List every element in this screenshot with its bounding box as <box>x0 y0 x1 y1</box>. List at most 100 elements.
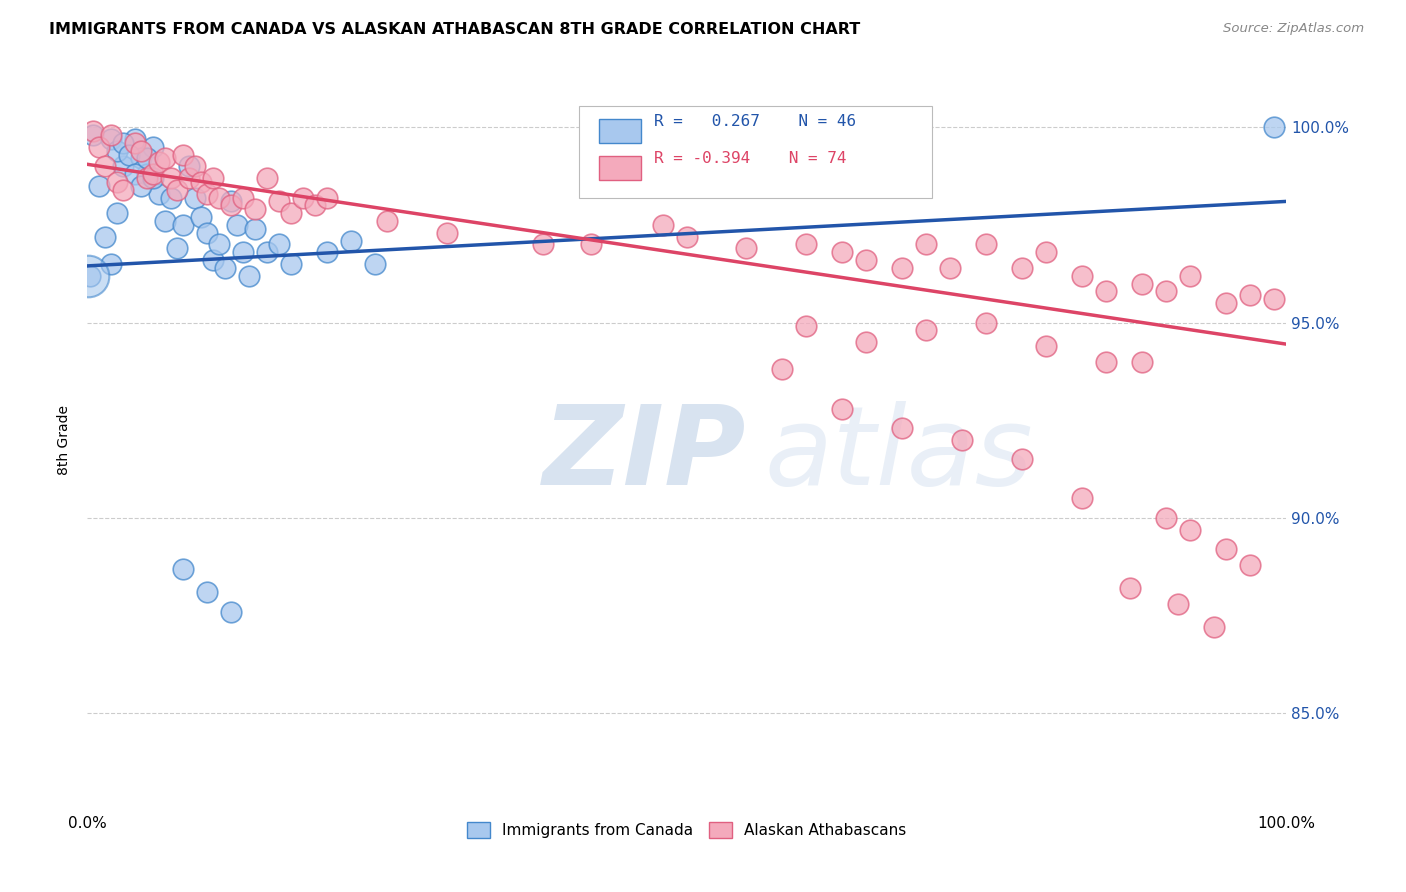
Point <box>364 257 387 271</box>
Point <box>94 229 117 244</box>
Point <box>118 147 141 161</box>
Point <box>129 152 152 166</box>
Point <box>208 237 231 252</box>
Point <box>184 159 207 173</box>
Point <box>1119 582 1142 596</box>
Point <box>280 206 302 220</box>
Point <box>105 175 128 189</box>
Point <box>112 136 135 150</box>
Point <box>891 260 914 275</box>
Point <box>256 245 278 260</box>
Point <box>1263 292 1285 306</box>
Point <box>129 144 152 158</box>
Point <box>124 132 146 146</box>
Point <box>579 237 602 252</box>
Point <box>267 194 290 209</box>
Y-axis label: 8th Grade: 8th Grade <box>58 405 72 475</box>
Point <box>195 226 218 240</box>
Point <box>172 218 194 232</box>
Point <box>1202 620 1225 634</box>
Point <box>195 585 218 599</box>
Point <box>796 237 818 252</box>
Point <box>142 167 165 181</box>
Point <box>195 186 218 201</box>
Point <box>291 190 314 204</box>
Point <box>129 178 152 193</box>
Point <box>136 167 159 181</box>
Point <box>796 319 818 334</box>
Point <box>375 214 398 228</box>
Point <box>1215 542 1237 557</box>
Point <box>267 237 290 252</box>
Point <box>82 128 104 142</box>
Point <box>190 210 212 224</box>
Point <box>950 433 973 447</box>
Text: R = -0.394    N = 74: R = -0.394 N = 74 <box>654 151 846 166</box>
Point <box>82 124 104 138</box>
Point <box>190 175 212 189</box>
Point <box>316 190 339 204</box>
Point <box>148 155 170 169</box>
Text: ZIP: ZIP <box>543 401 747 508</box>
Point <box>675 229 697 244</box>
Point <box>136 152 159 166</box>
Point <box>208 190 231 204</box>
Point <box>105 206 128 220</box>
Point <box>202 171 225 186</box>
Point <box>531 237 554 252</box>
Point <box>280 257 302 271</box>
Point <box>219 198 242 212</box>
Point <box>172 562 194 576</box>
Point <box>166 183 188 197</box>
Point <box>831 401 853 416</box>
Point <box>1178 523 1201 537</box>
Point <box>974 316 997 330</box>
Point <box>1178 268 1201 283</box>
Point <box>1035 339 1057 353</box>
Point <box>100 128 122 142</box>
Point <box>772 362 794 376</box>
Point <box>142 139 165 153</box>
Point <box>77 268 100 283</box>
Point <box>177 171 200 186</box>
Bar <box>599 156 641 180</box>
Point <box>1167 597 1189 611</box>
Point <box>855 253 877 268</box>
Point <box>160 171 183 186</box>
Point <box>243 221 266 235</box>
Point <box>226 218 249 232</box>
Point <box>939 260 962 275</box>
Point <box>304 198 326 212</box>
Point <box>256 171 278 186</box>
Point <box>153 152 176 166</box>
Point <box>238 268 260 283</box>
Point <box>79 268 101 283</box>
Point <box>1071 268 1094 283</box>
Point <box>160 190 183 204</box>
Point <box>153 214 176 228</box>
Point <box>1071 491 1094 506</box>
Point <box>124 167 146 181</box>
Point <box>243 202 266 217</box>
Point <box>1263 120 1285 135</box>
Point <box>89 178 111 193</box>
Point <box>142 171 165 186</box>
Point <box>915 237 938 252</box>
Point <box>232 245 254 260</box>
Point <box>100 257 122 271</box>
Point <box>1130 277 1153 291</box>
Point <box>915 323 938 337</box>
Point <box>172 147 194 161</box>
Point <box>1239 288 1261 302</box>
Text: IMMIGRANTS FROM CANADA VS ALASKAN ATHABASCAN 8TH GRADE CORRELATION CHART: IMMIGRANTS FROM CANADA VS ALASKAN ATHABA… <box>49 22 860 37</box>
Point <box>891 421 914 435</box>
Point <box>1215 296 1237 310</box>
Point <box>214 260 236 275</box>
Point <box>1011 452 1033 467</box>
Point <box>831 245 853 260</box>
Point <box>974 237 997 252</box>
Point <box>219 194 242 209</box>
Point <box>651 218 673 232</box>
Point <box>855 335 877 350</box>
Point <box>340 234 363 248</box>
